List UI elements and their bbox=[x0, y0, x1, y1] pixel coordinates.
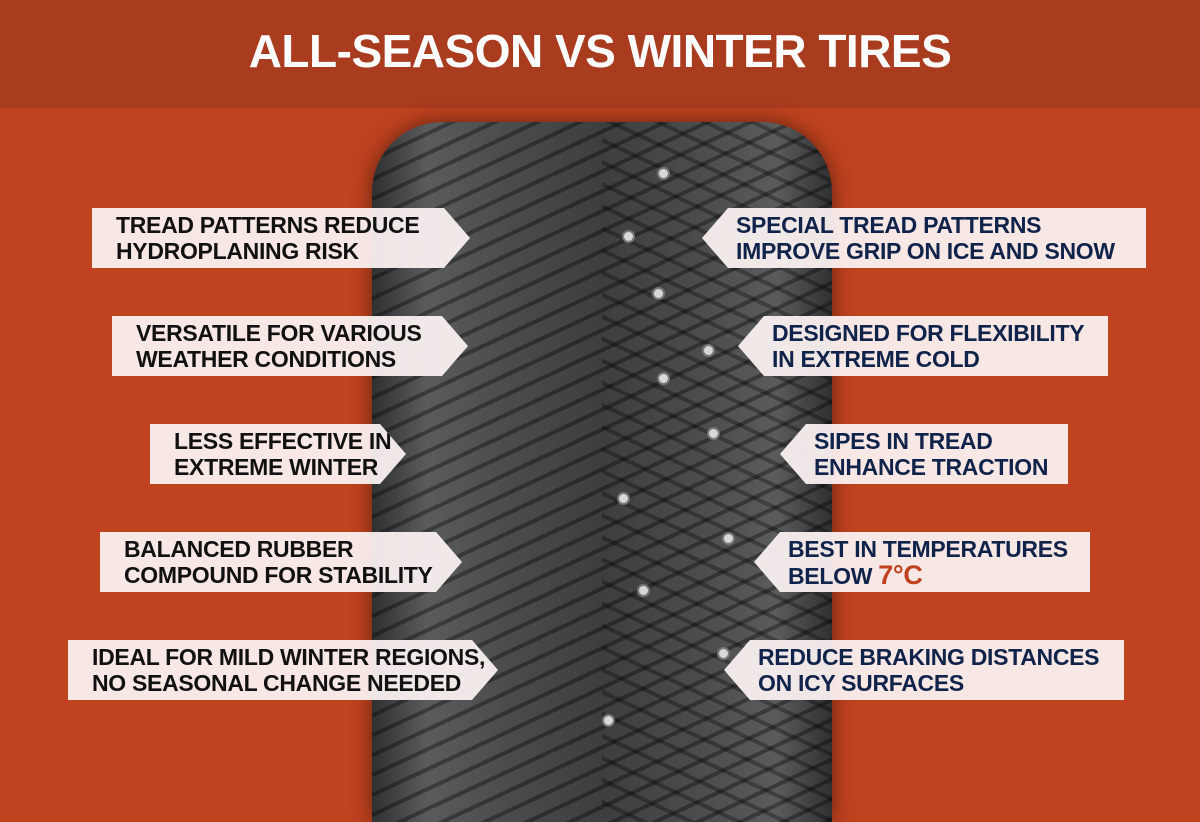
all-season-label-2: VERSATILE FOR VARIOUS WEATHER CONDITIONS bbox=[112, 316, 468, 376]
stud-icon bbox=[717, 647, 730, 660]
winter-label-5: REDUCE BRAKING DISTANCES ON ICY SURFACES bbox=[724, 640, 1124, 700]
stud-icon bbox=[702, 344, 715, 357]
stud-icon bbox=[657, 372, 670, 385]
stud-icon bbox=[652, 287, 665, 300]
header-band bbox=[0, 0, 1200, 108]
all-season-label-5: IDEAL FOR MILD WINTER REGIONS, NO SEASONA… bbox=[68, 640, 498, 700]
page-title: ALL-SEASON VS WINTER TIRES bbox=[248, 25, 952, 77]
stud-icon bbox=[722, 532, 735, 545]
all-season-label-1: TREAD PATTERNS REDUCE HYDROPLANING RISK bbox=[92, 208, 470, 268]
stud-icon bbox=[617, 492, 630, 505]
stud-icon bbox=[622, 230, 635, 243]
winter-label-2: DESIGNED FOR FLEXIBILITY IN EXTREME COLD bbox=[738, 316, 1108, 376]
winter-label-4: BEST IN TEMPERATURES BELOW 7°C bbox=[754, 532, 1090, 592]
winter-label-1: SPECIAL TREAD PATTERNS IMPROVE GRIP ON IC… bbox=[702, 208, 1146, 268]
winter-label-3: SIPES IN TREAD ENHANCE TRACTION bbox=[780, 424, 1068, 484]
stud-icon bbox=[707, 427, 720, 440]
stud-icon bbox=[602, 714, 615, 727]
all-season-label-4: BALANCED RUBBER COMPOUND FOR STABILITY bbox=[100, 532, 462, 592]
stud-icon bbox=[657, 167, 670, 180]
all-season-label-3: LESS EFFECTIVE IN EXTREME WINTER bbox=[150, 424, 406, 484]
temperature-highlight: 7°C bbox=[878, 559, 923, 590]
stud-icon bbox=[637, 584, 650, 597]
